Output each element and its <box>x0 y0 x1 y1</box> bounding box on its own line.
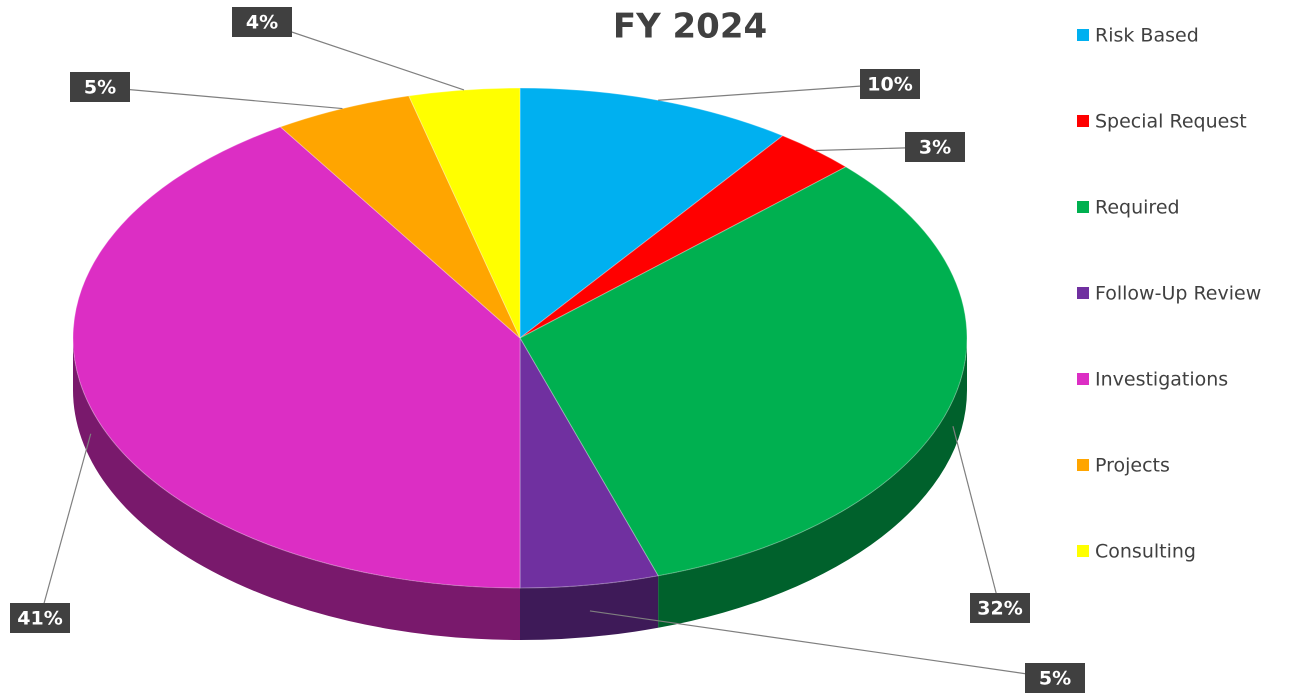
legend-swatch <box>1077 201 1089 213</box>
slice <box>72 126 521 589</box>
data-label-box <box>905 132 965 162</box>
data-label-box <box>860 69 920 99</box>
legend-swatch <box>1077 115 1089 127</box>
leader-line <box>658 83 891 101</box>
data-label: 4% <box>246 12 278 34</box>
slice <box>519 336 659 589</box>
data-label-box <box>1025 663 1085 693</box>
slice-side <box>520 575 659 640</box>
legend-label: Investigations <box>1095 369 1228 391</box>
leader-line <box>39 433 92 619</box>
legend-label: Required <box>1095 197 1180 219</box>
leader-line <box>99 86 343 110</box>
slice <box>519 135 847 339</box>
data-label-box <box>10 603 70 633</box>
data-label: 5% <box>84 77 116 99</box>
slice-side <box>73 338 520 640</box>
chart-title: FY 2024 <box>613 7 767 47</box>
legend-swatch <box>1077 545 1089 557</box>
legend-swatch <box>1077 287 1089 299</box>
data-label: 10% <box>867 74 912 96</box>
legend-swatch <box>1077 373 1089 385</box>
slice <box>519 87 784 340</box>
data-label: 3% <box>919 137 951 159</box>
data-label: 32% <box>977 598 1022 620</box>
data-label-box <box>970 593 1030 623</box>
leader-line <box>261 21 465 91</box>
legend-label: Projects <box>1095 455 1170 477</box>
slice <box>519 166 968 577</box>
legend-label: Special Request <box>1095 111 1247 133</box>
legend-label: Consulting <box>1095 541 1196 563</box>
legend-swatch <box>1077 29 1089 41</box>
data-label: 41% <box>17 608 62 630</box>
slice <box>408 87 521 339</box>
legend-label: Risk Based <box>1095 25 1199 47</box>
data-label: 5% <box>1039 668 1071 690</box>
data-label-box <box>232 7 292 37</box>
legend-label: Follow-Up Review <box>1095 283 1261 305</box>
legend-swatch <box>1077 459 1089 471</box>
leader-line <box>589 610 1056 679</box>
data-label-box <box>70 72 130 102</box>
leader-line <box>952 426 1001 609</box>
slice-side <box>658 338 967 628</box>
